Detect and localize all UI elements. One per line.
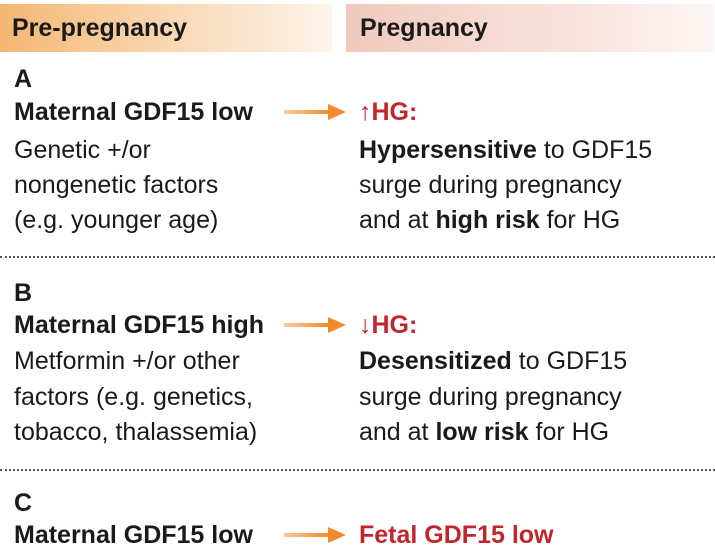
panel-a-effect-line-2: surge during pregnancy <box>359 171 622 199</box>
panel-b-effect-line-1: Desensitized to GDF15 <box>359 344 627 378</box>
pre-pregnancy-header: Pre-pregnancy <box>0 4 332 52</box>
panel-b-cause-title: Maternal GDF15 high <box>14 311 265 339</box>
panel-b-effect-line-3: and at low risk for HG <box>359 415 609 449</box>
panel-a-cause-line-3: (e.g. younger age) <box>14 206 219 234</box>
panel-a-arrow-icon <box>284 104 346 120</box>
panel-a-effect-line-1: Hypersensitive to GDF15 <box>359 133 652 167</box>
panel-a-cause-line-1: Genetic +/or <box>14 136 151 164</box>
panel-b-cause-line-1: Metformin +/or other <box>14 347 240 375</box>
panel-c-effect-title: Fetal GDF15 low <box>359 521 554 549</box>
panel-a-effect-title-text: HG: <box>371 98 418 126</box>
down-arrow-icon: ↓ <box>359 311 372 339</box>
panel-b-effect-line-2: surge during pregnancy <box>359 383 622 411</box>
panel-a-effect-line-3-post: for HG <box>539 206 621 234</box>
panel-c-arrow-icon <box>284 527 346 543</box>
panel-b-cause-line-2: factors (e.g. genetics, <box>14 383 254 411</box>
panel-c-letter: C <box>14 489 33 517</box>
panel-b-arrow-icon <box>284 317 346 333</box>
up-arrow-icon: ↑ <box>359 98 372 126</box>
panel-a-effect-title: ↑HG: <box>359 95 417 129</box>
panel-b-cause-line-3: tobacco, thalassemia) <box>14 418 258 446</box>
panel-c-cause-title: Maternal GDF15 low <box>14 521 253 549</box>
panel-a-cause-title: Maternal GDF15 low <box>14 98 253 126</box>
panel-a-effect-line-3-pre: and at <box>359 206 436 234</box>
panel-b-effect-line-3-post: for HG <box>528 418 610 446</box>
panel-b-effect-line-1-bold: Desensitized <box>359 347 512 375</box>
panel-b-effect-line-1-rest: to GDF15 <box>511 347 628 375</box>
panel-a-cause-line-2: nongenetic factors <box>14 171 219 199</box>
panel-b-effect-line-3-pre: and at <box>359 418 436 446</box>
pre-pregnancy-header-label: Pre-pregnancy <box>12 13 188 42</box>
panel-b-letter: B <box>14 279 33 307</box>
panel-a-effect-line-1-bold: Hypersensitive <box>359 136 537 164</box>
panel-a-effect-line-3-bold: high risk <box>435 206 540 234</box>
divider-a-b <box>0 256 715 258</box>
panel-b-effect-line-3-bold: low risk <box>435 418 529 446</box>
divider-b-c <box>0 469 715 471</box>
panel-b-effect-title: ↓HG: <box>359 308 417 342</box>
panel-a-effect-line-3: and at high risk for HG <box>359 203 620 237</box>
panel-a-effect-line-1-rest: to GDF15 <box>536 136 653 164</box>
pregnancy-header-label: Pregnancy <box>360 13 488 42</box>
panel-b-effect-title-text: HG: <box>371 311 418 339</box>
panel-a-letter: A <box>14 65 33 93</box>
pregnancy-header: Pregnancy <box>346 4 714 52</box>
